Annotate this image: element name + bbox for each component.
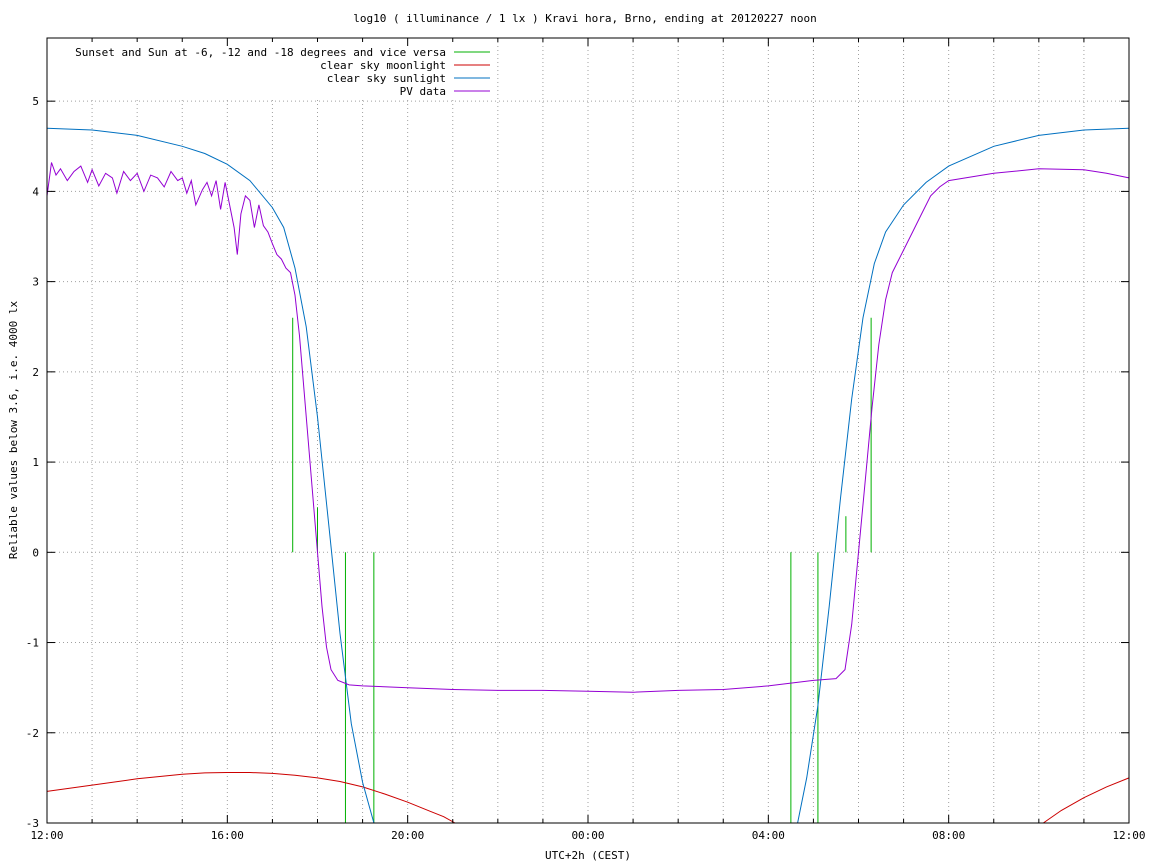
series-0 (292, 317, 872, 823)
y-tick-label: -3 (26, 817, 39, 830)
y-tick-label: 5 (32, 95, 39, 108)
series-layer (46, 127, 1130, 824)
legend-label: Sunset and Sun at -6, -12 and -18 degree… (75, 46, 446, 59)
series-line (1043, 777, 1130, 824)
series-3 (46, 162, 1130, 693)
x-tick-label: 08:00 (932, 829, 965, 842)
legend: Sunset and Sun at -6, -12 and -18 degree… (75, 46, 490, 98)
y-tick-label: -2 (26, 727, 39, 740)
grid (47, 38, 1129, 823)
series-line (46, 772, 456, 824)
y-tick-label: -1 (26, 637, 39, 650)
x-axis-label: UTC+2h (CEST) (545, 849, 631, 862)
y-tick-label: 4 (32, 185, 39, 198)
y-tick-label: 0 (32, 546, 39, 559)
y-tick-label: 3 (32, 276, 39, 289)
y-axis-label: Reliable values below 3.6, i.e. 4000 lx (7, 300, 20, 559)
y-tick-label: 1 (32, 456, 39, 469)
x-tick-label: 04:00 (752, 829, 785, 842)
chart-title: log10 ( illuminance / 1 lx ) Kravi hora,… (353, 12, 817, 25)
series-1 (46, 772, 1130, 824)
x-tick-label: 12:00 (30, 829, 63, 842)
legend-label: clear sky moonlight (320, 59, 446, 72)
x-tick-label: 00:00 (571, 829, 604, 842)
series-line (46, 162, 1130, 693)
y-tick-label: 2 (32, 366, 39, 379)
legend-label: clear sky sunlight (327, 72, 446, 85)
legend-label: PV data (400, 85, 446, 98)
x-tick-label: 20:00 (391, 829, 424, 842)
axis-ticks: 12:00 16:00 20:00 00:00 04:00 08:00 12:00-3-2-… (26, 38, 1146, 842)
x-tick-label: 12:00 (1112, 829, 1145, 842)
x-tick-label: 16:00 (211, 829, 244, 842)
